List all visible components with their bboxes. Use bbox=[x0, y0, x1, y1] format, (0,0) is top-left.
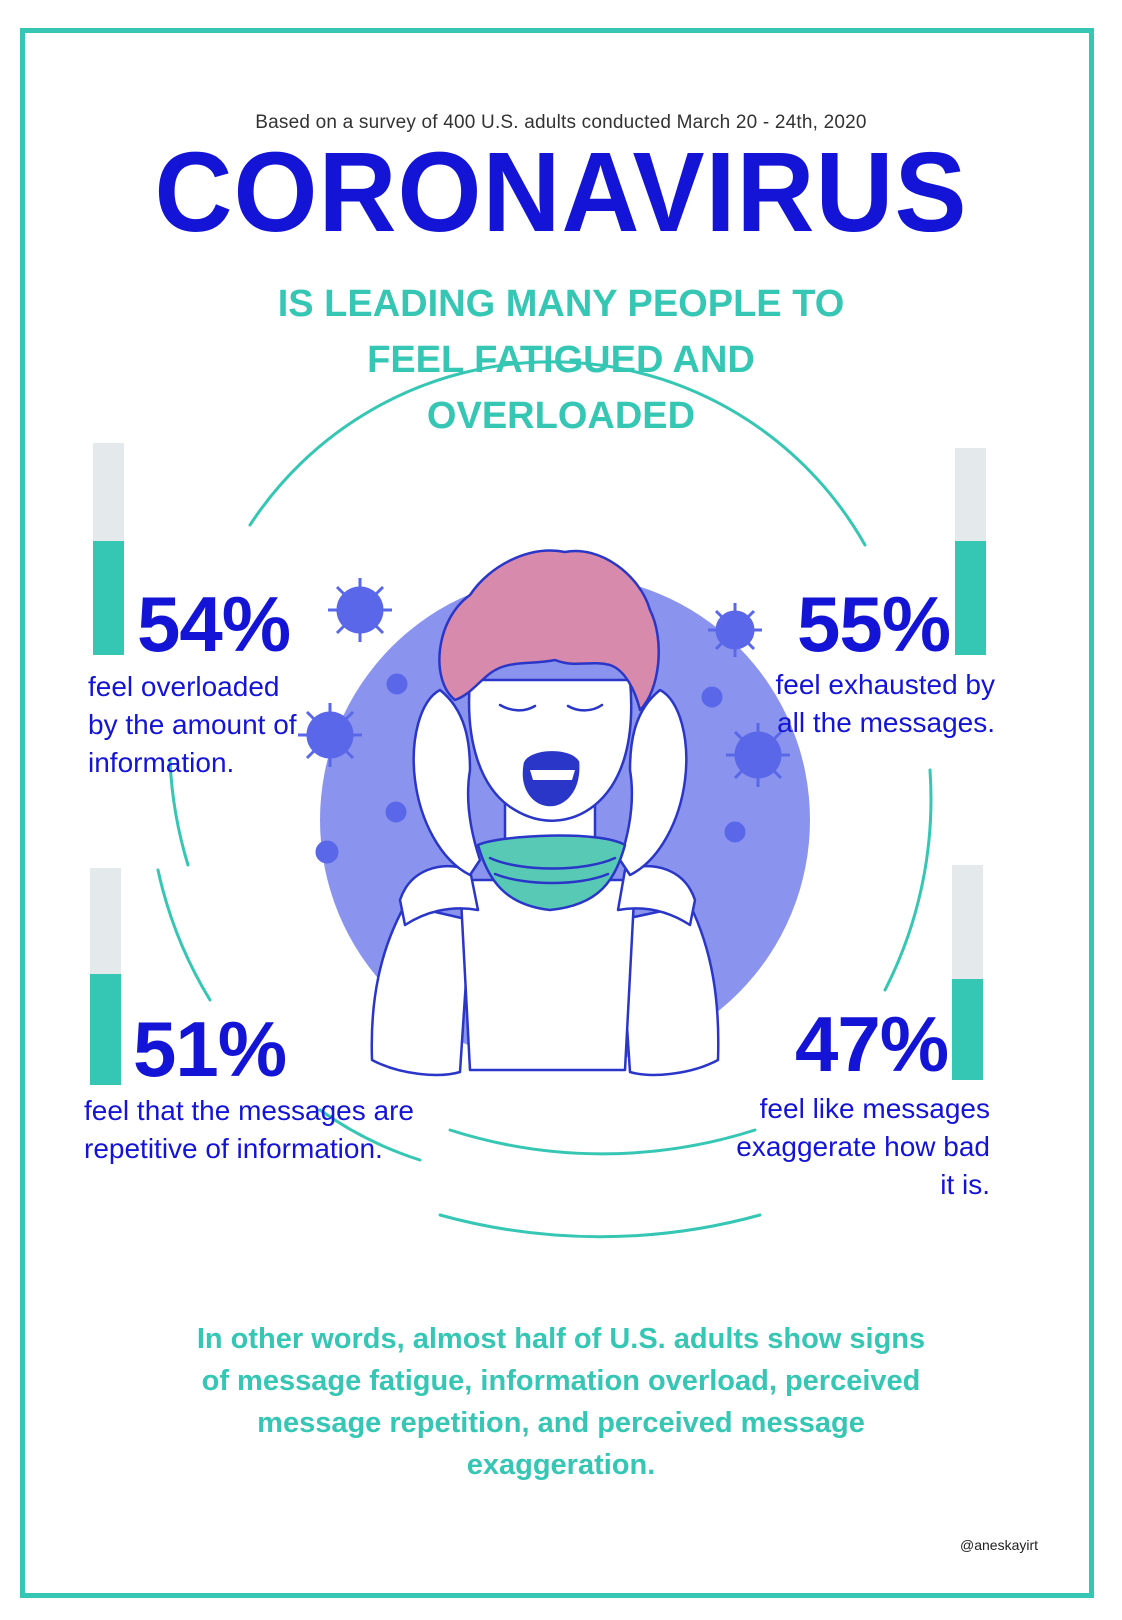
stat-bar-fill bbox=[93, 540, 124, 655]
stat-bar-exaggerate bbox=[952, 865, 983, 1080]
virus-icons bbox=[298, 578, 790, 864]
headline: IS LEADING MANY PEOPLE TO FEEL FATIGUED … bbox=[277, 283, 845, 437]
page-border bbox=[20, 28, 1094, 1598]
stat-text-repetitive: feel that the messages are repetitive of… bbox=[84, 1095, 414, 1164]
person-figure bbox=[370, 549, 720, 1077]
page-title: CORONAVIRUS bbox=[154, 127, 968, 255]
stat-bar-fill bbox=[90, 974, 121, 1085]
stat-bar-exhausted bbox=[955, 448, 986, 655]
stat-bar-repetitive bbox=[90, 868, 121, 1085]
stat-percent-overloaded: 54% bbox=[137, 580, 291, 668]
survey-note: Based on a survey of 400 U.S. adults con… bbox=[255, 112, 867, 133]
author-credit: @aneskayirt bbox=[960, 1537, 1039, 1553]
stat-bar-overloaded bbox=[93, 443, 124, 655]
stat-percent-exaggerate: 47% bbox=[795, 1000, 949, 1088]
summary-text: In other words, almost half of U.S. adul… bbox=[196, 1323, 926, 1481]
stat-text-exaggerate: feel like messages exaggerate how bad it… bbox=[736, 1093, 990, 1200]
stat-bar-fill bbox=[955, 541, 986, 655]
concentric-arcs bbox=[156, 360, 977, 1239]
stat-percent-exhausted: 55% bbox=[797, 580, 951, 668]
stat-percent-repetitive: 51% bbox=[133, 1005, 287, 1093]
stat-text-exhausted: feel exhausted by all the messages. bbox=[775, 669, 996, 738]
stat-bar-fill bbox=[952, 978, 983, 1080]
stat-text-overloaded: feel overloaded by the amount of informa… bbox=[88, 671, 297, 778]
